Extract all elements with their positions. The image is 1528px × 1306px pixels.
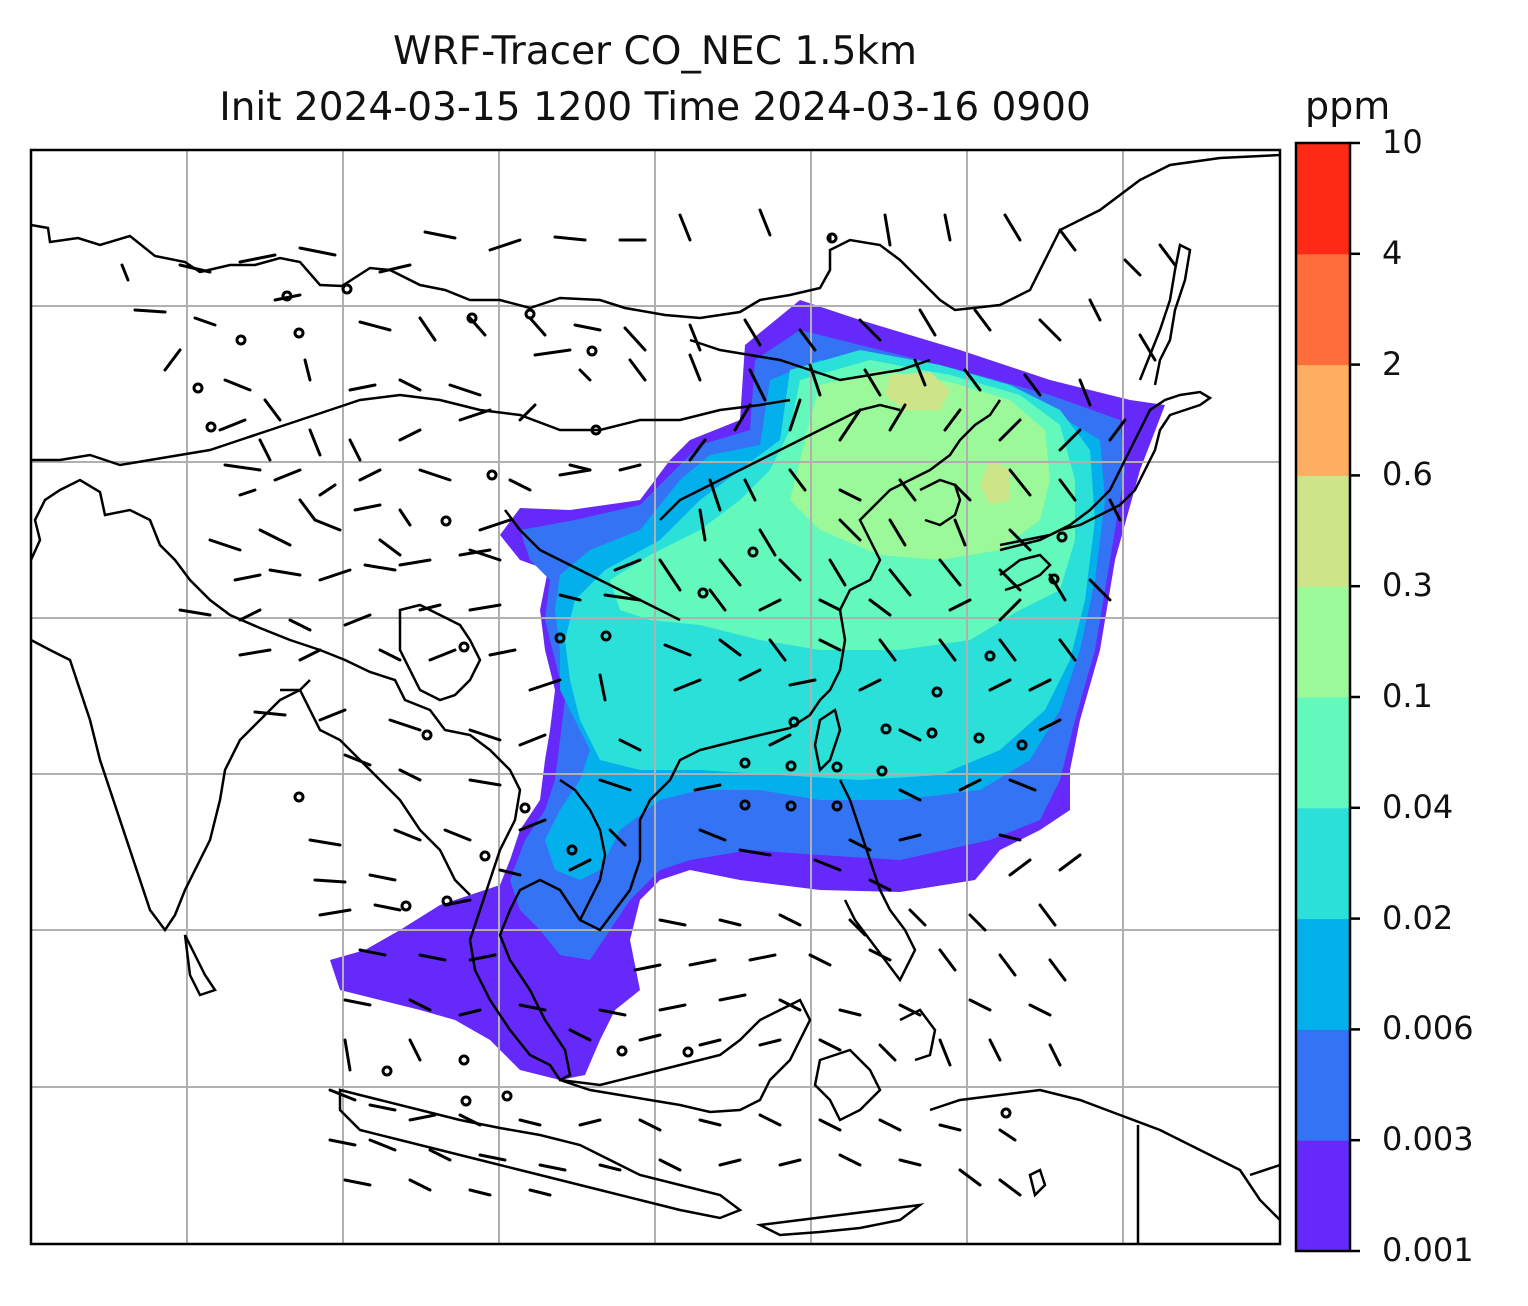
colorbar-tick-label: 0.001 bbox=[1382, 1231, 1474, 1269]
map-frame bbox=[29, 148, 1282, 1246]
map-title-line2: Init 2024-03-15 1200 Time 2024-03-16 090… bbox=[219, 85, 1091, 130]
colorbar-tick-label: 0.3 bbox=[1382, 566, 1433, 605]
colorbar-tick-label: 0.04 bbox=[1382, 787, 1454, 826]
colorbar-tick-label: 0.006 bbox=[1382, 1009, 1474, 1048]
calm-markers bbox=[192, 232, 1068, 1119]
colorbar-segment bbox=[1296, 918, 1350, 1030]
colorbar-segment bbox=[1296, 807, 1350, 920]
colorbar-tick-label: 10 bbox=[1382, 123, 1423, 161]
colorbar-segment bbox=[1296, 475, 1350, 587]
colorbar-segment bbox=[1296, 364, 1350, 476]
colorbar-segment bbox=[1296, 143, 1350, 255]
colorbar bbox=[1294, 141, 1360, 1253]
colorbar-tick-label: 0.6 bbox=[1382, 455, 1433, 494]
colorbar-tick-label: 0.1 bbox=[1382, 677, 1433, 715]
co-band-03b bbox=[980, 460, 1010, 505]
colorbar-segment bbox=[1296, 1029, 1350, 1141]
colorbar-tick-label: 0.02 bbox=[1382, 898, 1454, 937]
colorbar-tick-label: 2 bbox=[1382, 344, 1403, 383]
colorbar-segment bbox=[1296, 586, 1350, 698]
colorbar-segment bbox=[1296, 253, 1350, 366]
gridlines bbox=[31, 150, 1280, 1244]
colorbar-segment bbox=[1296, 1140, 1350, 1252]
wind-barbs bbox=[120, 208, 1177, 1197]
colorbar-segment bbox=[1296, 697, 1350, 809]
colorbar-tick-label: 4 bbox=[1382, 233, 1403, 272]
colorbar-unit-label: ppm bbox=[1305, 84, 1391, 128]
co-band-03 bbox=[885, 372, 950, 410]
map-title-line1: WRF-Tracer CO_NEC 1.5km bbox=[393, 29, 917, 74]
concentration-field bbox=[330, 300, 1165, 1080]
coastlines bbox=[31, 153, 1280, 1244]
colorbar-tick-label: 0.003 bbox=[1382, 1120, 1474, 1159]
